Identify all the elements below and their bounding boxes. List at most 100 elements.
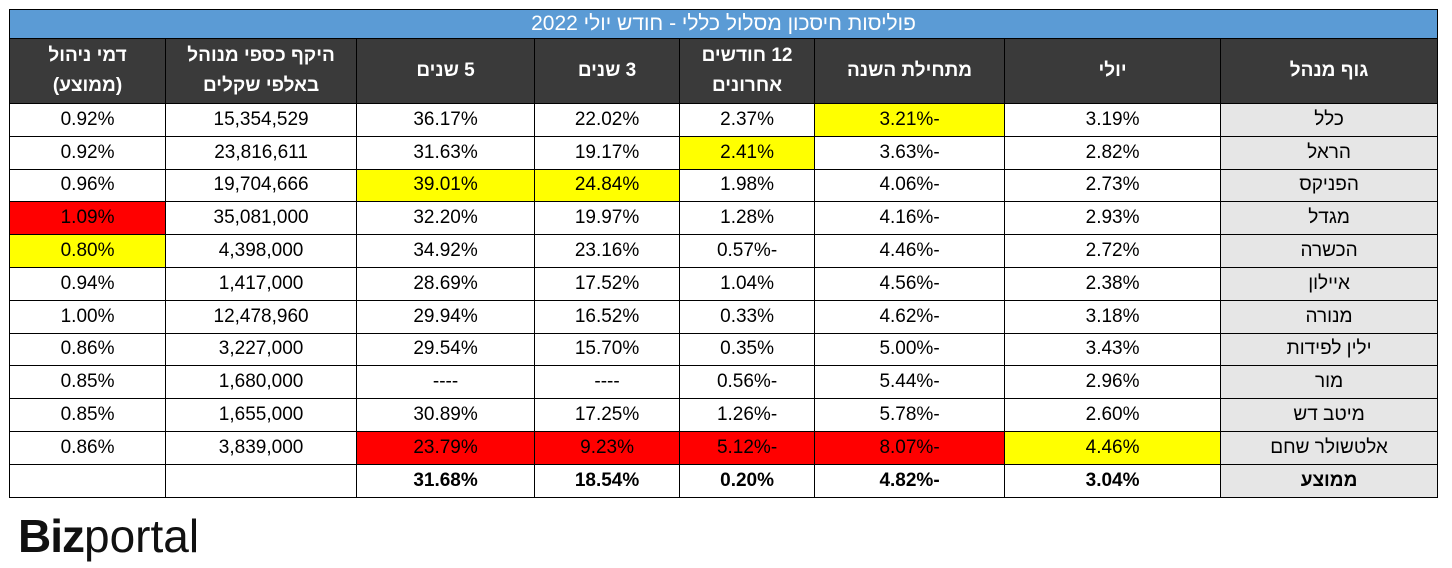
cell-m12: 2.41% xyxy=(679,135,816,170)
cell-y3: 17.25% xyxy=(534,398,681,432)
cell-y5: 29.54% xyxy=(356,332,536,367)
cell-y5: 30.89% xyxy=(356,398,536,432)
cell-y3: 17.52% xyxy=(534,266,681,301)
cell-name: מגדל xyxy=(1220,201,1439,236)
bizportal-logo: Biz portal xyxy=(18,510,200,562)
cell-aum: 19,704,666 xyxy=(165,168,358,203)
cell-july: 2.73% xyxy=(1004,168,1222,203)
cell-fee: 1.00% xyxy=(8,299,167,334)
header-aum-line2: באלפי שקלים xyxy=(202,75,320,96)
table-row: אלטשולר שחם 4.46% -8.07% -5.12% 9.23% 23.79% 3… xyxy=(8,430,1439,465)
cell-aum: 1,417,000 xyxy=(165,266,358,301)
header-manager: גוף מנהל xyxy=(1220,38,1439,104)
title-row: פוליסות חיסכון מסלול כללי - חודש יולי 20… xyxy=(8,9,1439,39)
cell-y5: 31.63% xyxy=(356,135,536,170)
table-row: כלל 3.19% -3.21% 2.37% 22.02% 36.17% 15,354,52… xyxy=(8,103,1439,137)
cell-name: איילון xyxy=(1220,266,1439,301)
cell-ytd: -4.62% xyxy=(814,299,1006,334)
average-cell-aum xyxy=(165,463,358,498)
cell-m12: 0.35% xyxy=(679,332,816,367)
cell-july: 2.96% xyxy=(1004,365,1222,400)
cell-july: 3.18% xyxy=(1004,299,1222,334)
cell-y5: ---- xyxy=(356,365,536,400)
header-july: יולי xyxy=(1004,38,1222,104)
cell-y5: 34.92% xyxy=(356,234,536,268)
average-cell-ytd: -4.82% xyxy=(814,463,1006,498)
cell-y5: 39.01% xyxy=(356,168,536,203)
cell-ytd: -4.46% xyxy=(814,234,1006,268)
table-row: ילין לפידות 3.43% -5.00% 0.35% 15.70% 29.54% 3… xyxy=(8,332,1439,367)
cell-name: הכשרה xyxy=(1220,234,1439,268)
cell-name: הפניקס xyxy=(1220,168,1439,203)
cell-ytd: -4.56% xyxy=(814,266,1006,301)
header-5-years: 5 שנים xyxy=(356,38,536,104)
cell-y5: 32.20% xyxy=(356,201,536,236)
cell-fee: 0.92% xyxy=(8,135,167,170)
cell-july: 4.46% xyxy=(1004,430,1222,465)
cell-july: 2.60% xyxy=(1004,398,1222,432)
cell-aum: 23,816,611 xyxy=(165,135,358,170)
cell-july: 3.43% xyxy=(1004,332,1222,367)
cell-m12: -0.57% xyxy=(679,234,816,268)
cell-m12: 1.04% xyxy=(679,266,816,301)
cell-aum: 3,227,000 xyxy=(165,332,358,367)
cell-name: אלטשולר שחם xyxy=(1220,430,1439,465)
cell-fee: 0.85% xyxy=(8,398,167,432)
average-cell-y5: 31.68% xyxy=(356,463,536,498)
cell-y3: 19.97% xyxy=(534,201,681,236)
cell-fee: 0.96% xyxy=(8,168,167,203)
cell-m12: -1.26% xyxy=(679,398,816,432)
cell-aum: 15,354,529 xyxy=(165,103,358,137)
cell-ytd: -4.06% xyxy=(814,168,1006,203)
cell-fee: 0.92% xyxy=(8,103,167,137)
cell-m12: 1.28% xyxy=(679,201,816,236)
cell-name: ילין לפידות xyxy=(1220,332,1439,367)
logo-biz: Biz xyxy=(18,510,85,562)
table-row: מיטב דש 2.60% -5.78% -1.26% 17.25% 30.89% 1,65… xyxy=(8,398,1439,432)
cell-y3: 22.02% xyxy=(534,103,681,137)
header-fee-line2: (ממוצע) xyxy=(52,75,123,96)
header-12-months-line1: 12 חודשים xyxy=(701,45,793,66)
cell-fee: 0.86% xyxy=(8,430,167,465)
cell-y3: 16.52% xyxy=(534,299,681,334)
cell-july: 3.19% xyxy=(1004,103,1222,137)
table-row: מור 2.96% -5.44% -0.56% ---- ---- 1,680,000 0.8… xyxy=(8,365,1439,400)
logo-portal: portal xyxy=(84,510,200,562)
header-aum-line1: היקף כספי מנוהל xyxy=(187,45,335,66)
cell-july: 2.38% xyxy=(1004,266,1222,301)
cell-july: 2.82% xyxy=(1004,135,1222,170)
table-title: פוליסות חיסכון מסלול כללי - חודש יולי 20… xyxy=(8,9,1439,39)
cell-aum: 4,398,000 xyxy=(165,234,358,268)
cell-y3: 24.84% xyxy=(534,168,681,203)
cell-july: 2.93% xyxy=(1004,201,1222,236)
cell-ytd: -5.44% xyxy=(814,365,1006,400)
average-cell-m12: 0.20% xyxy=(679,463,816,498)
cell-fee: 0.86% xyxy=(8,332,167,367)
header-12-months: 12 חודשים אחרונים xyxy=(679,38,816,104)
average-cell-y3: 18.54% xyxy=(534,463,681,498)
cell-y5: 36.17% xyxy=(356,103,536,137)
cell-name: מיטב דש xyxy=(1220,398,1439,432)
average-cell-name: ממוצע xyxy=(1220,463,1439,498)
cell-fee: 1.09% xyxy=(8,201,167,236)
cell-fee: 0.94% xyxy=(8,266,167,301)
table-row: הכשרה 2.72% -4.46% -0.57% 23.16% 34.92% 4,398,… xyxy=(8,234,1439,268)
cell-m12: 0.33% xyxy=(679,299,816,334)
header-12-months-line2: אחרונים xyxy=(711,75,783,96)
cell-ytd: -5.00% xyxy=(814,332,1006,367)
header-aum: היקף כספי מנוהל באלפי שקלים xyxy=(165,38,358,104)
cell-y5: 28.69% xyxy=(356,266,536,301)
header-fee: דמי ניהול (ממוצע) xyxy=(8,38,167,104)
cell-m12: 2.37% xyxy=(679,103,816,137)
table-row: מנורה 3.18% -4.62% 0.33% 16.52% 29.94% 12,478,… xyxy=(8,299,1439,334)
table-row: הראל 2.82% -3.63% 2.41% 19.17% 31.63% 23,816,6… xyxy=(8,135,1439,170)
returns-table: פוליסות חיסכון מסלול כללי - חודש יולי 20… xyxy=(8,9,1439,498)
returns-table-sheet: פוליסות חיסכון מסלול כללי - חודש יולי 20… xyxy=(8,9,1439,498)
cell-fee: 0.80% xyxy=(8,234,167,268)
cell-ytd: -3.63% xyxy=(814,135,1006,170)
cell-aum: 1,680,000 xyxy=(165,365,358,400)
cell-m12: -0.56% xyxy=(679,365,816,400)
table-row: מגדל 2.93% -4.16% 1.28% 19.97% 32.20% 35,081,0… xyxy=(8,201,1439,236)
cell-ytd: -5.78% xyxy=(814,398,1006,432)
header-ytd: מתחילת השנה xyxy=(814,38,1006,104)
